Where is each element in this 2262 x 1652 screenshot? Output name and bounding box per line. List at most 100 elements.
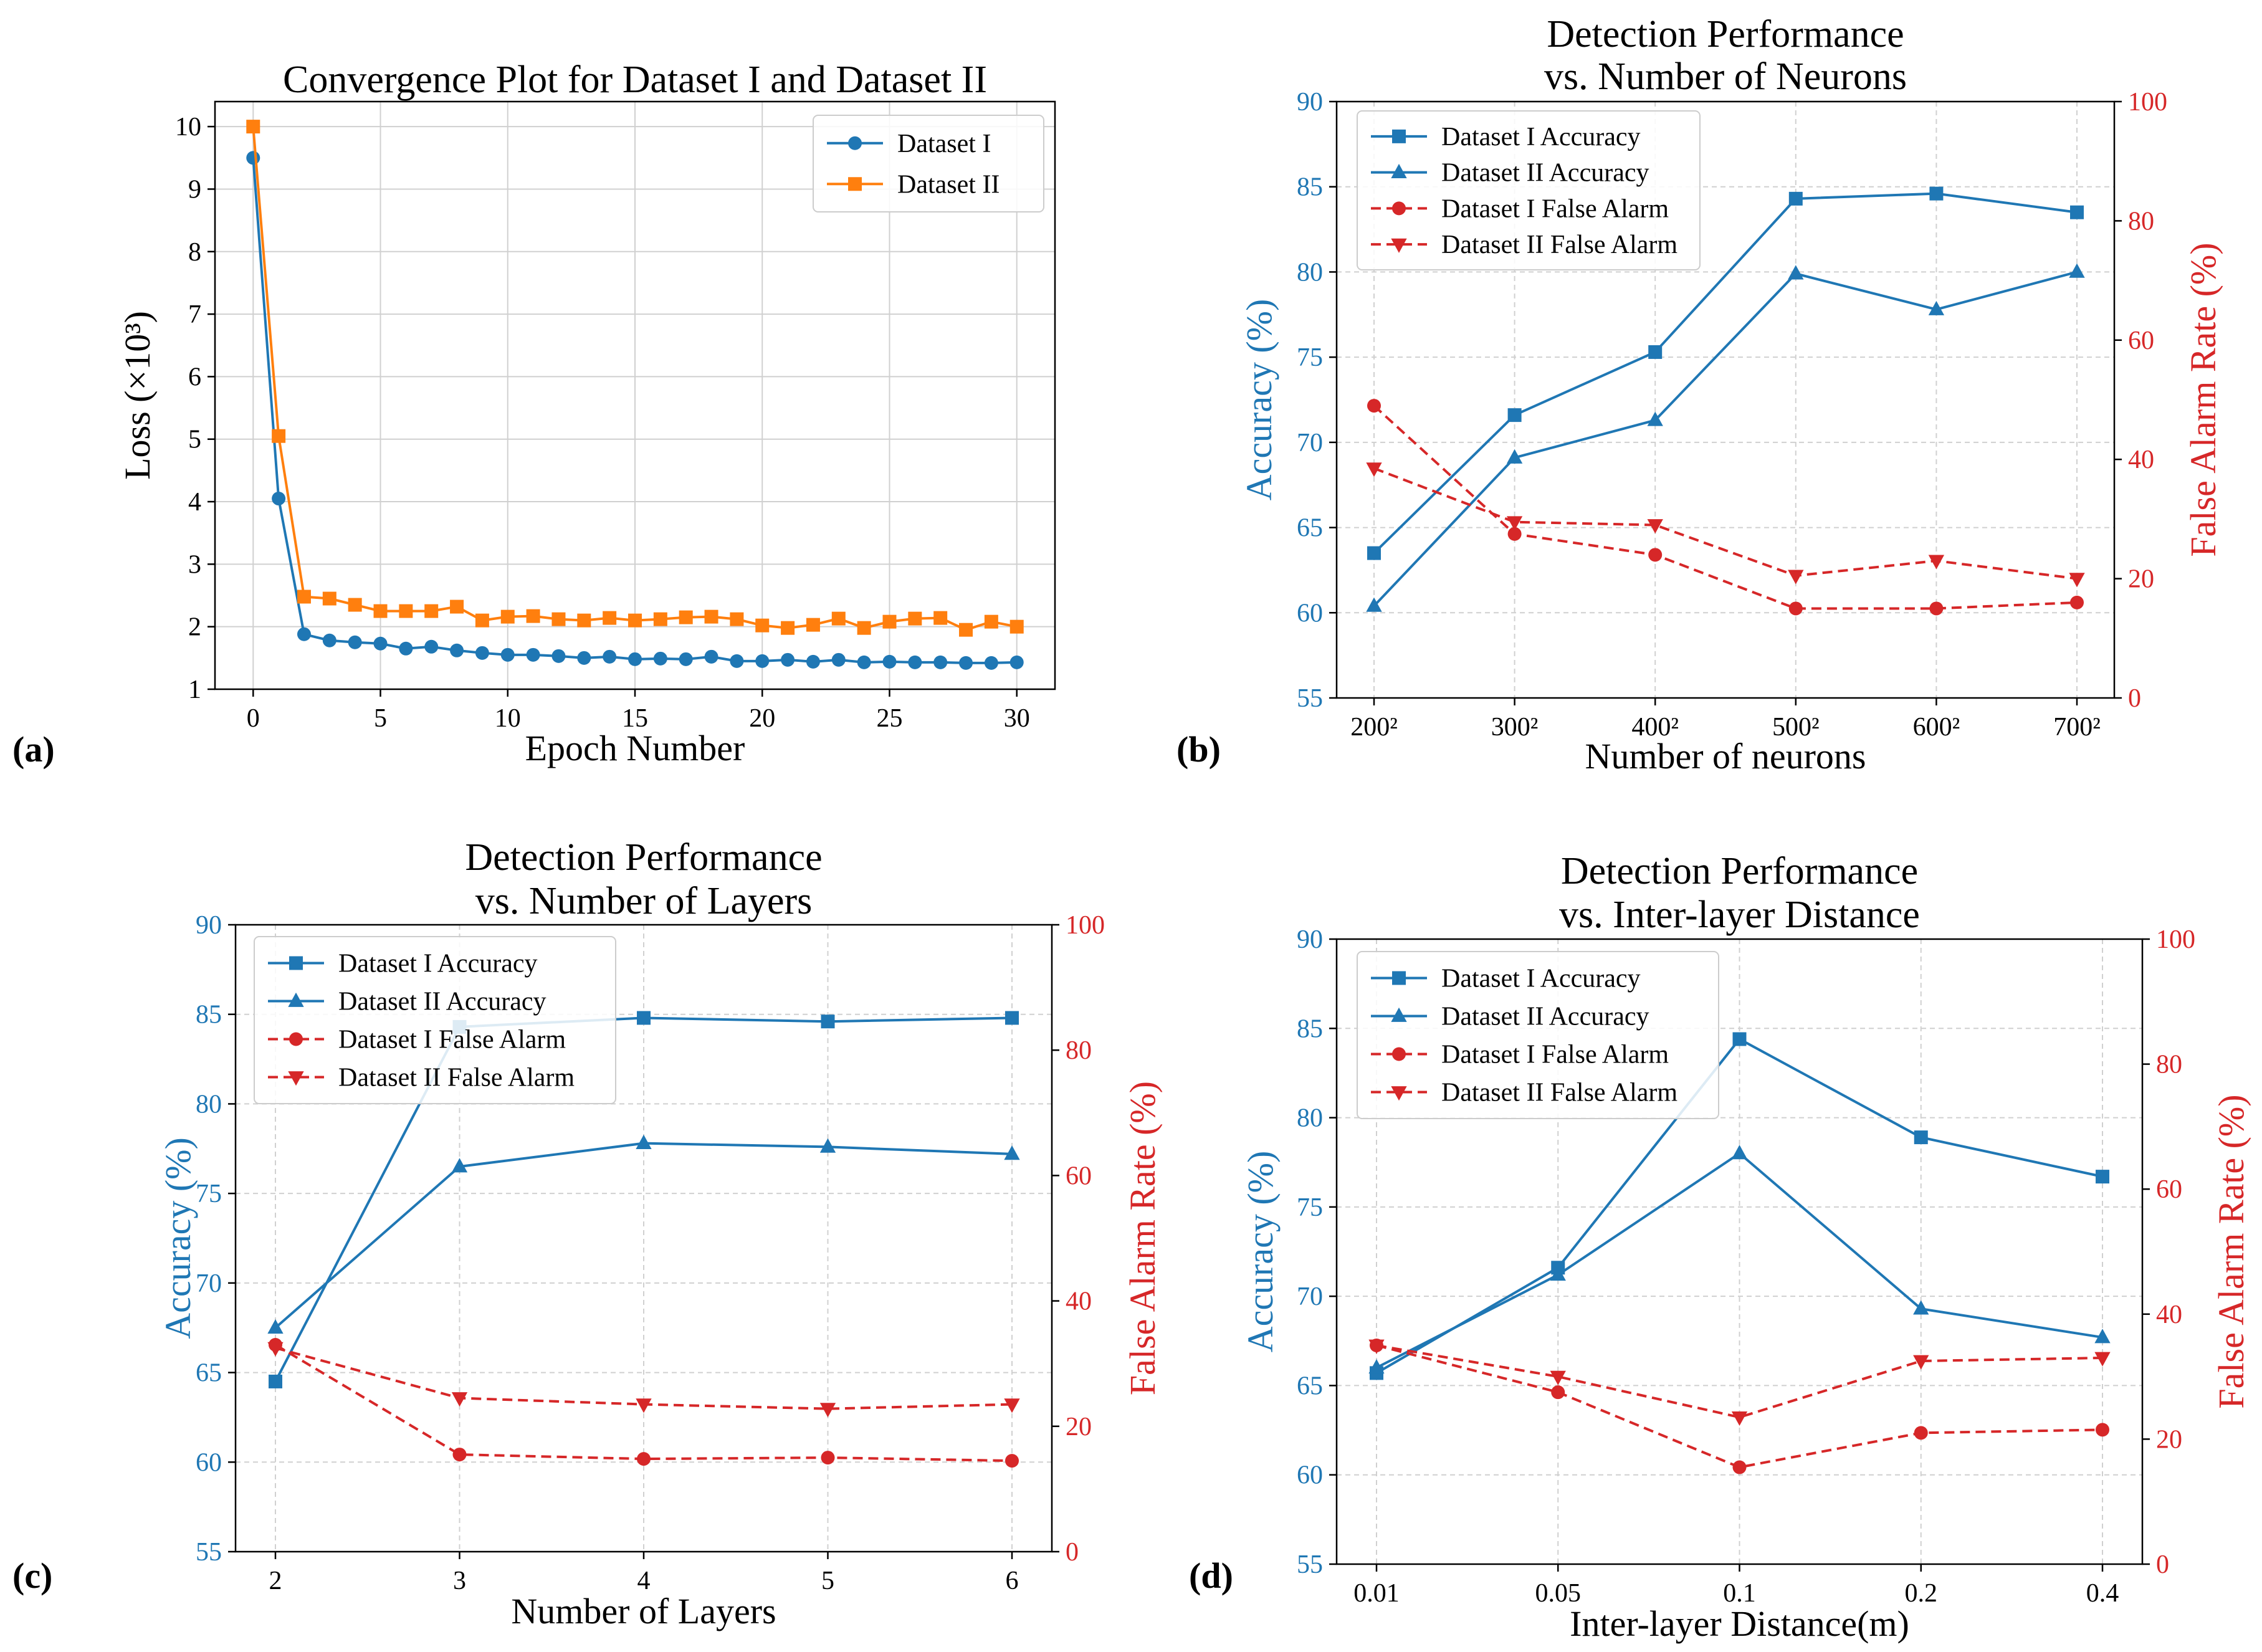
legend-label: Dataset II False Alarm [1441, 231, 1677, 259]
data-point [781, 652, 795, 667]
data-point [1788, 191, 1803, 206]
panel-a: 0 5 10 15 20 25 30 1 2 3 4 5 6 7 8 9 10 Convergence Plot … [12, 59, 1056, 770]
y-tick-label: 85 [1297, 1015, 1323, 1043]
data-point [806, 654, 820, 669]
data-point [1005, 1011, 1019, 1025]
data-point [730, 654, 744, 668]
panel-b: 200² 300² 400² 500² 600² 700² 55 60 65 70 75 80 85 90… [1176, 13, 2223, 776]
series-line [1373, 192, 2078, 555]
data-point [959, 656, 973, 670]
legend-box [254, 936, 616, 1104]
series-dataset-ii-accuracy [267, 1134, 1020, 1334]
data-point [1788, 570, 1804, 585]
y2-tick-label: 20 [1066, 1413, 1092, 1441]
x-tick-label: 0.05 [1535, 1579, 1582, 1608]
x-tick-label: 6 [1006, 1567, 1019, 1595]
data-point [781, 621, 795, 635]
y-tick-label: 70 [1297, 1282, 1323, 1311]
data-point [2094, 1352, 2111, 1367]
y2-tick-label: 0 [1066, 1538, 1079, 1567]
data-point [1550, 1370, 1566, 1385]
legend-label: Dataset II False Alarm [338, 1064, 575, 1092]
y-tick-label: 65 [1297, 1372, 1323, 1400]
data-point [1929, 186, 1944, 201]
legend: Dataset I Accuracy Dataset II Accuracy Dat… [1357, 110, 1701, 270]
data-point [424, 604, 439, 618]
y2-tick-label: 60 [2156, 1175, 2182, 1204]
data-point [1648, 345, 1663, 359]
legend-marker [288, 992, 304, 1007]
y-tick-label: 70 [1297, 429, 1323, 457]
data-point [653, 651, 667, 666]
data-point [908, 655, 922, 669]
data-point [348, 598, 362, 612]
legend-marker [1392, 201, 1406, 216]
legend: Dataset I Accuracy Dataset II Accuracy Dat… [254, 936, 616, 1104]
data-point [500, 609, 515, 624]
legend-label: Dataset I [897, 130, 991, 158]
y-tick-label: 3 [188, 550, 201, 579]
panel-label: (a) [12, 729, 55, 770]
data-point [246, 151, 260, 165]
data-point [933, 655, 948, 669]
data-point [1004, 1398, 1020, 1413]
y2-tick-label: 60 [1066, 1162, 1092, 1190]
chart-title: vs. Number of Layers [475, 880, 813, 922]
series-line [1373, 467, 2078, 580]
series-dataset-ii-accuracy [1368, 1145, 2111, 1374]
data-point [857, 621, 871, 635]
y-tick-label: 80 [196, 1090, 222, 1119]
y2-tick-label: 80 [2128, 207, 2154, 236]
data-point [1550, 1266, 1566, 1281]
data-point [821, 1451, 835, 1465]
y-tick-label: 75 [1297, 343, 1323, 372]
y-tick-label: 65 [196, 1359, 222, 1388]
data-point [1928, 300, 1945, 315]
x-tick-label: 3 [453, 1567, 466, 1595]
legend-marker [1392, 129, 1406, 143]
legend-marker [848, 136, 862, 150]
data-point [603, 649, 617, 664]
data-point [636, 1134, 652, 1150]
panel-label: (c) [12, 1555, 52, 1596]
data-point [704, 649, 718, 664]
legend-marker [1391, 163, 1407, 178]
data-point [2096, 1423, 2109, 1437]
y-axis-label: Accuracy (%) [1240, 1151, 1281, 1353]
data-point [1647, 519, 1663, 534]
data-point [269, 1374, 282, 1388]
y-tick-label: 10 [175, 113, 201, 141]
chart-title: Detection Performance [1547, 13, 1904, 55]
y-tick-label: 80 [1297, 258, 1323, 287]
data-point [1928, 555, 1945, 570]
data-point [450, 643, 464, 657]
data-point [267, 1319, 284, 1334]
data-point [2069, 263, 2085, 278]
series-dataset-ii-false-alarm [1368, 1339, 2111, 1426]
panel-label: (d) [1189, 1555, 1233, 1596]
data-point [730, 612, 744, 626]
series-dataset-i [246, 151, 1024, 670]
x-tick-label: 600² [1913, 713, 1960, 742]
y-tick-label: 65 [1297, 514, 1323, 543]
data-point [452, 1448, 467, 1462]
x-tick-label: 0.1 [1723, 1579, 1756, 1608]
legend-box [1357, 951, 1719, 1119]
legend-marker [1392, 1047, 1406, 1061]
x-tick-label: 700² [2053, 713, 2101, 742]
data-point [272, 492, 286, 506]
legend-marker [288, 1071, 304, 1086]
x-axis-label: Epoch Number [525, 728, 745, 768]
x-tick-label: 400² [1631, 713, 1679, 742]
y-tick-label: 90 [1297, 925, 1323, 954]
y-tick-label: 75 [196, 1180, 222, 1208]
legend-label: Dataset I False Alarm [1441, 1041, 1669, 1069]
series-line [1373, 404, 2078, 610]
series-dataset-ii-false-alarm [1366, 462, 2085, 588]
data-point [1366, 597, 1382, 612]
data-point [1009, 619, 1024, 634]
data-point [2069, 573, 2085, 588]
y2-tick-label: 20 [2156, 1425, 2182, 1454]
data-point [831, 611, 846, 626]
y-tick-label: 60 [1297, 599, 1323, 628]
